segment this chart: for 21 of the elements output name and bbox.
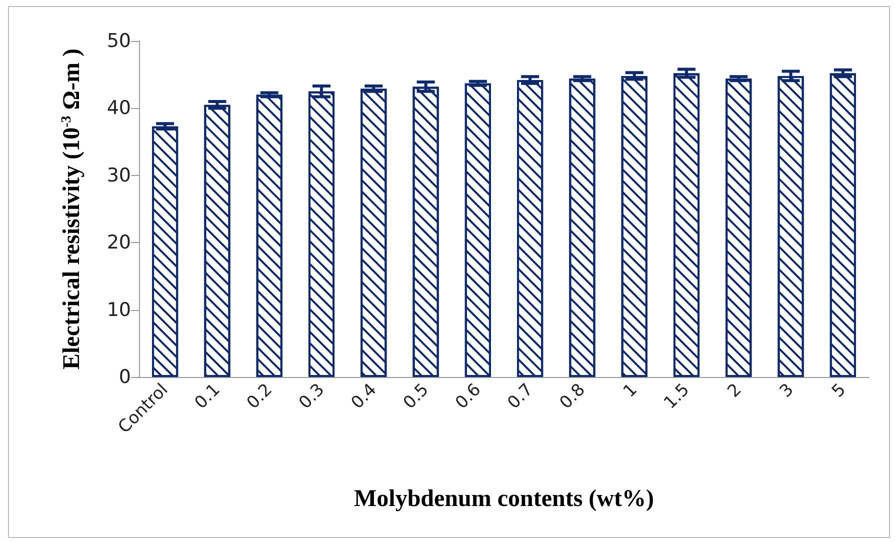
x-axis-title: Molybdenum contents (wt%) [354,486,654,512]
x-tick-label: 0.2 [243,380,276,414]
y-axis-title: Electrical resistivity (10-3 Ω-m ) [59,48,85,370]
y-tick-label: 10 [106,298,131,321]
x-tick-label: 0.3 [295,380,329,414]
y-tick-label: 20 [106,232,131,254]
x-tick-label: 0.5 [400,380,433,414]
x-tick-label: 0.6 [452,380,485,414]
x-tick-label: 0.1 [191,380,224,414]
x-tick-label: 1 [620,380,642,402]
y-tick-label: 30 [106,164,131,186]
x-tick-label: 5 [828,380,850,402]
y-tick-label: 50 [106,30,131,52]
x-tick-label: 0.7 [504,380,538,414]
x-tick-label: 3 [776,380,798,402]
x-tick-label: 1.5 [660,380,694,414]
x-tick-label: 0.4 [347,380,381,414]
y-tick-label: 0 [118,366,131,388]
x-tick-label: 2 [724,380,746,402]
y-tick-label: 40 [106,97,131,120]
x-tick-label: 0.8 [556,380,590,414]
